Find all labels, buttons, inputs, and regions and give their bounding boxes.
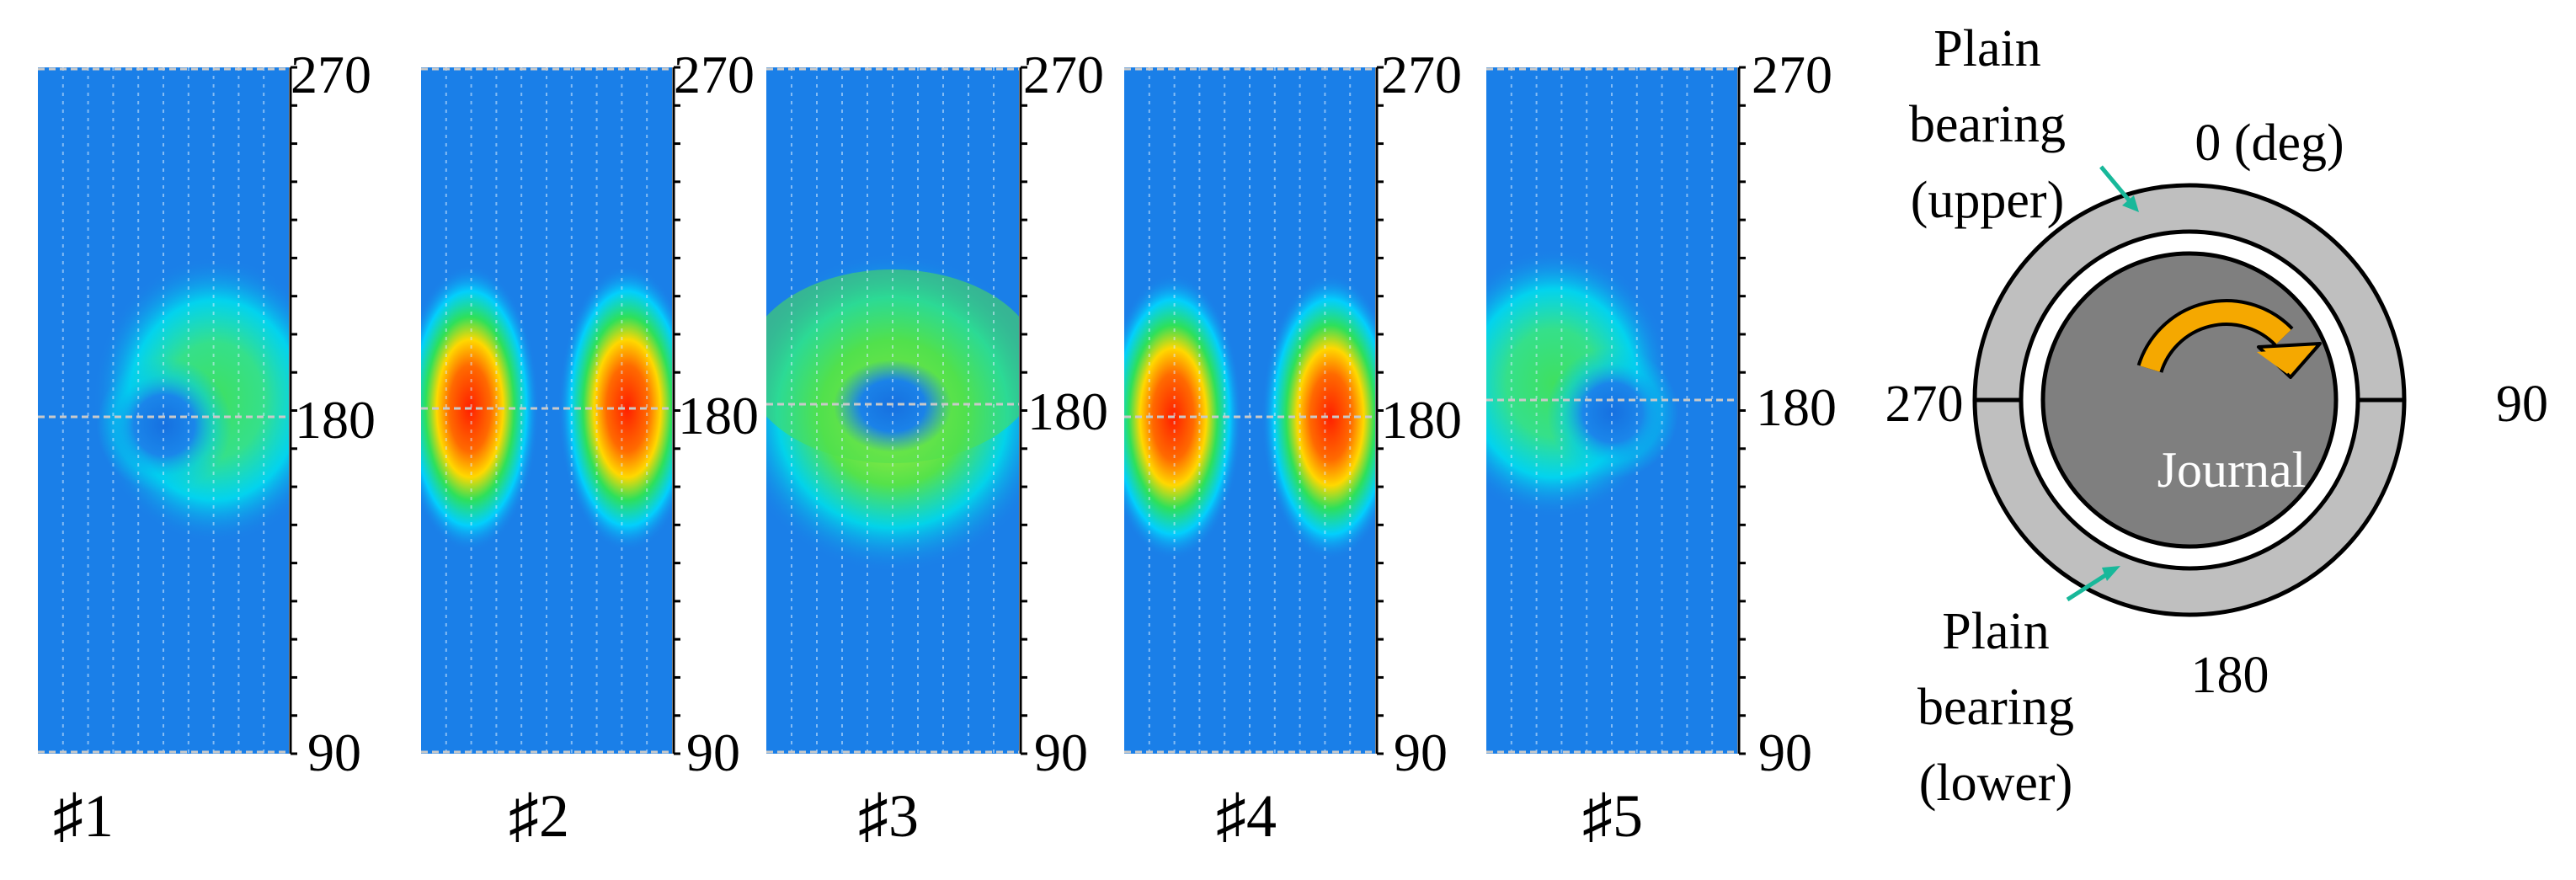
contour-panel-4 bbox=[1124, 66, 1384, 755]
lower-bearing-pointer bbox=[2066, 566, 2120, 602]
panel-label-5: ♯5 bbox=[1582, 782, 1643, 850]
contour-panel-2 bbox=[421, 66, 680, 755]
rotation-arrow-icon bbox=[2136, 299, 2322, 379]
panel-label-3: ♯3 bbox=[858, 782, 919, 850]
tick-label-90: 90 bbox=[1034, 723, 1088, 782]
upper-bearing-label-line3: (upper) bbox=[1911, 172, 2064, 229]
panel-label-2: ♯2 bbox=[509, 782, 569, 850]
tick-label-270: 270 bbox=[291, 45, 371, 104]
lower-bearing-label-line1: Plain bbox=[1942, 603, 2049, 660]
pressure-hole bbox=[97, 358, 232, 493]
contour-panel-1 bbox=[38, 66, 297, 755]
tick-label-270: 270 bbox=[674, 45, 755, 104]
upper-bearing-pointer bbox=[2099, 165, 2139, 212]
tick-label-180: 180 bbox=[1381, 390, 1462, 450]
tick-label-90: 90 bbox=[1758, 723, 1812, 782]
tick-label-90: 90 bbox=[1394, 723, 1448, 782]
upper-bearing-label-line2: bearing bbox=[1909, 96, 2066, 153]
journal-label: Journal bbox=[2157, 442, 2307, 498]
journal bbox=[2040, 251, 2339, 549]
lower-bearing-label-line3: (lower) bbox=[1919, 755, 2072, 812]
panel-label-1: ♯1 bbox=[53, 782, 114, 850]
bearing-schematic: Journal 0 (deg) 90 180 270 Plain bearing… bbox=[1885, 20, 2549, 812]
contour-panel-5 bbox=[1486, 66, 1746, 755]
tick-label-270: 270 bbox=[1381, 45, 1462, 104]
contour-panel-3 bbox=[766, 66, 1027, 755]
pressure-peak-right bbox=[1261, 274, 1375, 560]
angle-label-270: 270 bbox=[1885, 376, 1964, 433]
angle-label-0: 0 (deg) bbox=[2195, 115, 2344, 172]
panel-label-4: ♯4 bbox=[1216, 782, 1277, 850]
tick-label-180: 180 bbox=[1027, 381, 1108, 441]
angle-label-90: 90 bbox=[2496, 376, 2548, 433]
tick-label-90: 90 bbox=[307, 723, 361, 782]
lower-bearing-label-line2: bearing bbox=[1917, 679, 2074, 736]
tick-label-180: 180 bbox=[295, 390, 376, 450]
pressure-peak-right bbox=[558, 265, 672, 552]
tick-label-180: 180 bbox=[678, 386, 759, 445]
tick-label-270: 270 bbox=[1023, 45, 1104, 104]
tick-label-90: 90 bbox=[686, 723, 740, 782]
angle-label-180: 180 bbox=[2191, 647, 2269, 704]
upper-bearing-label-line1: Plain bbox=[1933, 20, 2040, 77]
tick-label-270: 270 bbox=[1752, 45, 1832, 104]
tick-label-180: 180 bbox=[1756, 377, 1837, 437]
